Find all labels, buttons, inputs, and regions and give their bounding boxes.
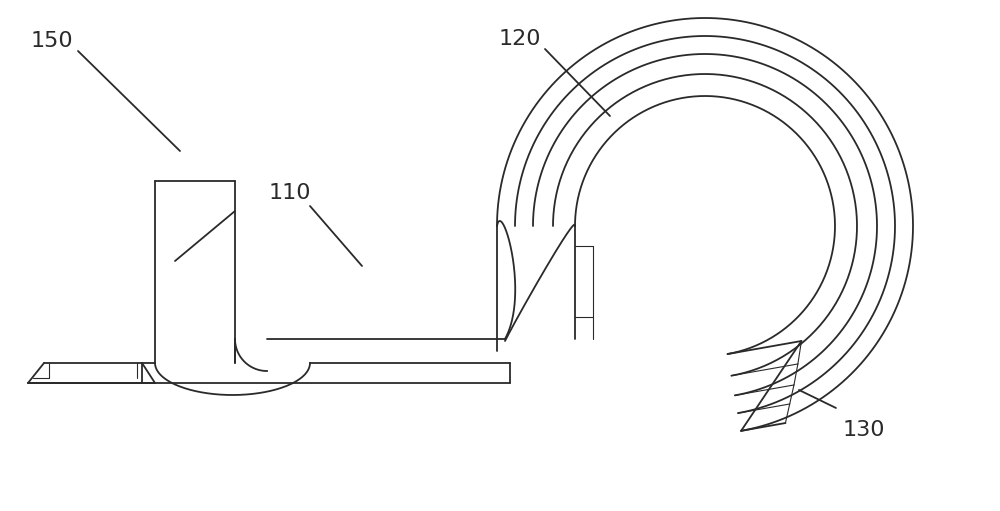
Text: 120: 120: [499, 29, 541, 49]
Text: 130: 130: [843, 420, 885, 440]
Text: 150: 150: [31, 31, 73, 51]
Text: 110: 110: [269, 183, 311, 203]
